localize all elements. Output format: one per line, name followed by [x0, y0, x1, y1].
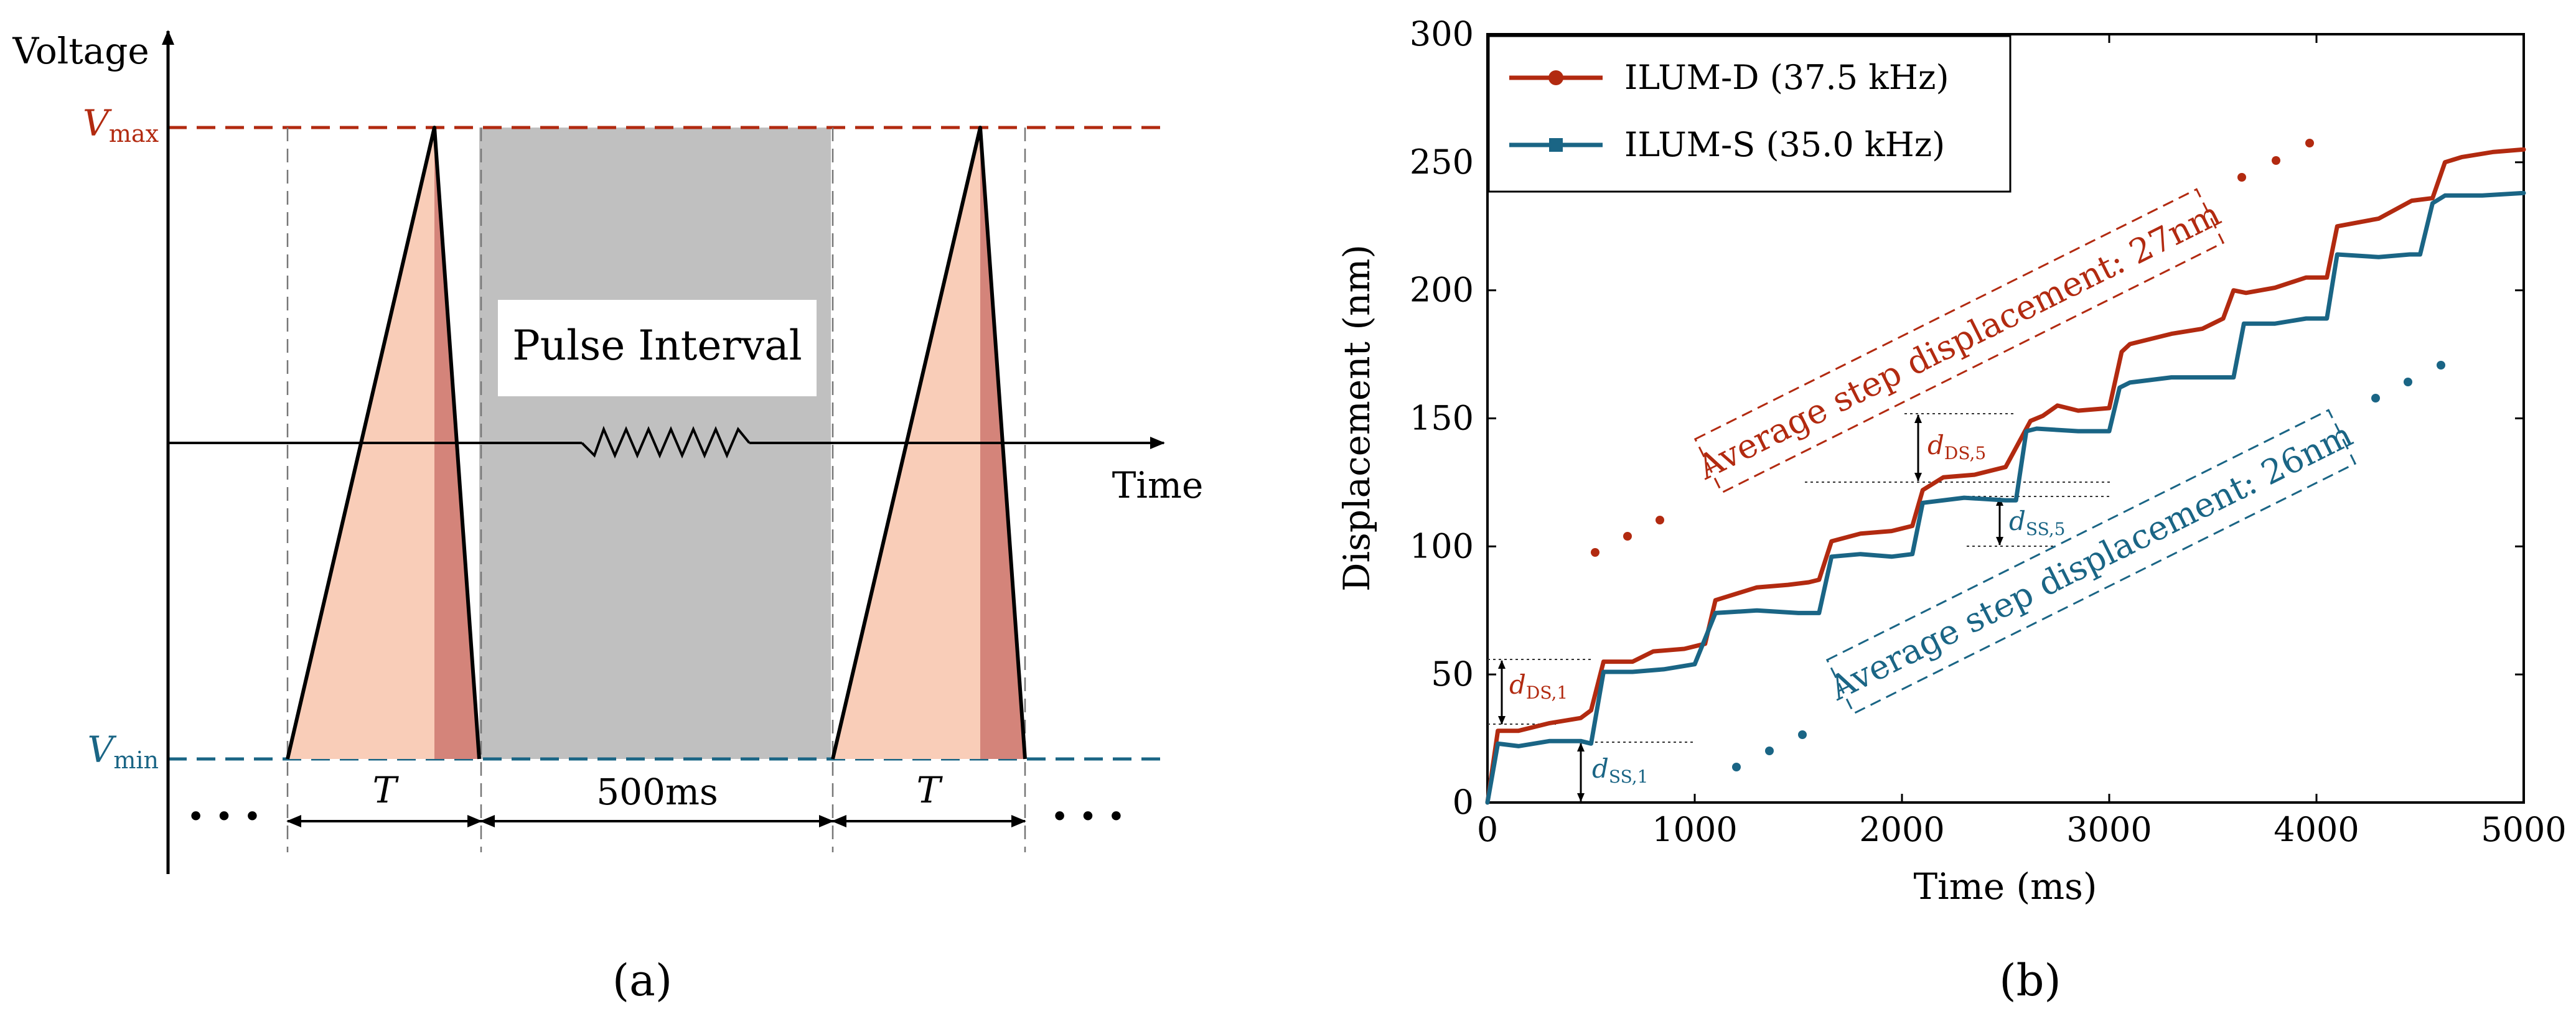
x-axis-label: Time (ms)	[1913, 865, 2097, 908]
panel-b-caption: (b)	[1999, 955, 2061, 1006]
d-ds5-label: dDS,5	[1927, 430, 1986, 463]
y-tick-label: 250	[1410, 142, 1474, 182]
d-ss5-label: dSS,5	[2009, 506, 2065, 539]
legend-marker-ds	[1548, 70, 1563, 85]
legend: ILUM-D (37.5 kHz) ILUM-S (35.0 kHz)	[1487, 35, 2012, 193]
panel-a: Pulse Interval Voltage Time Vmax Vmin T …	[12, 30, 1203, 1006]
y-tick-label: 300	[1410, 14, 1474, 54]
annotation-ss: Average step displacement: 26nm	[1823, 409, 2359, 715]
legend-marker-ss	[1549, 138, 1563, 152]
trend-dots-ss	[1732, 361, 2445, 771]
series-layer	[1485, 147, 2526, 805]
panel-a-x-label: Time	[1112, 464, 1204, 506]
interval-duration-label: 500ms	[596, 771, 718, 813]
annotation-ss-text: Average step displacement: 26nm	[1823, 415, 2359, 709]
series-line-ilum-s	[1485, 190, 2526, 805]
ellipsis-right: • • •	[1051, 799, 1125, 835]
panel-a-y-label: Voltage	[12, 30, 149, 72]
panel-a-caption: (a)	[612, 955, 672, 1006]
x-tick-label: 0	[1477, 810, 1498, 849]
vmax-label: Vmax	[83, 102, 159, 147]
trend-dots-ds	[1591, 139, 2314, 557]
ellipsis-left: • • •	[187, 799, 261, 835]
pulse-1-outline	[286, 126, 481, 760]
y-axis-label: Displacement (nm)	[1336, 244, 1378, 592]
axis-ticks: 0 1000 2000 3000 4000 5000 0 50 100 150 200 250 300	[1410, 14, 2567, 849]
vertical-guides	[286, 128, 1026, 852]
y-tick-label: 100	[1410, 526, 1474, 565]
annotation-ss-box	[1825, 409, 2357, 715]
x-tick-label: 1000	[1652, 810, 1737, 849]
x-tick-label: 4000	[2274, 810, 2359, 849]
d-ss1-label: dSS,1	[1592, 753, 1648, 787]
legend-label-ss: ILUM-S (35.0 kHz)	[1624, 125, 1945, 164]
pulse-2-outline	[831, 126, 1027, 760]
x-tick-label: 5000	[2481, 810, 2566, 849]
period-label-left: T	[373, 769, 400, 811]
x-tick-label: 2000	[1859, 810, 1944, 849]
panel-b: 0 1000 2000 3000 4000 5000050100150200250300 …	[1336, 14, 2567, 1006]
period-label-right: T	[917, 769, 944, 811]
y-tick-label: 200	[1410, 271, 1474, 310]
legend-box	[1487, 35, 2012, 193]
resistor-symbol-icon	[581, 426, 751, 459]
d-ds1-label: dDS,1	[1509, 669, 1568, 703]
vmin-label: Vmin	[87, 728, 159, 774]
y-tick-label: 0	[1453, 783, 1474, 822]
annotation-ds-box	[1693, 188, 2225, 494]
series-line-ilum-d	[1485, 147, 2526, 805]
pulse-interval-label-box	[498, 300, 817, 396]
pulse-interval-label: Pulse Interval	[512, 322, 802, 370]
x-tick-label: 3000	[2066, 810, 2152, 849]
y-tick-label: 50	[1431, 654, 1474, 694]
legend-label-ds: ILUM-D (37.5 kHz)	[1624, 58, 1949, 97]
y-tick-label: 150	[1410, 399, 1474, 438]
